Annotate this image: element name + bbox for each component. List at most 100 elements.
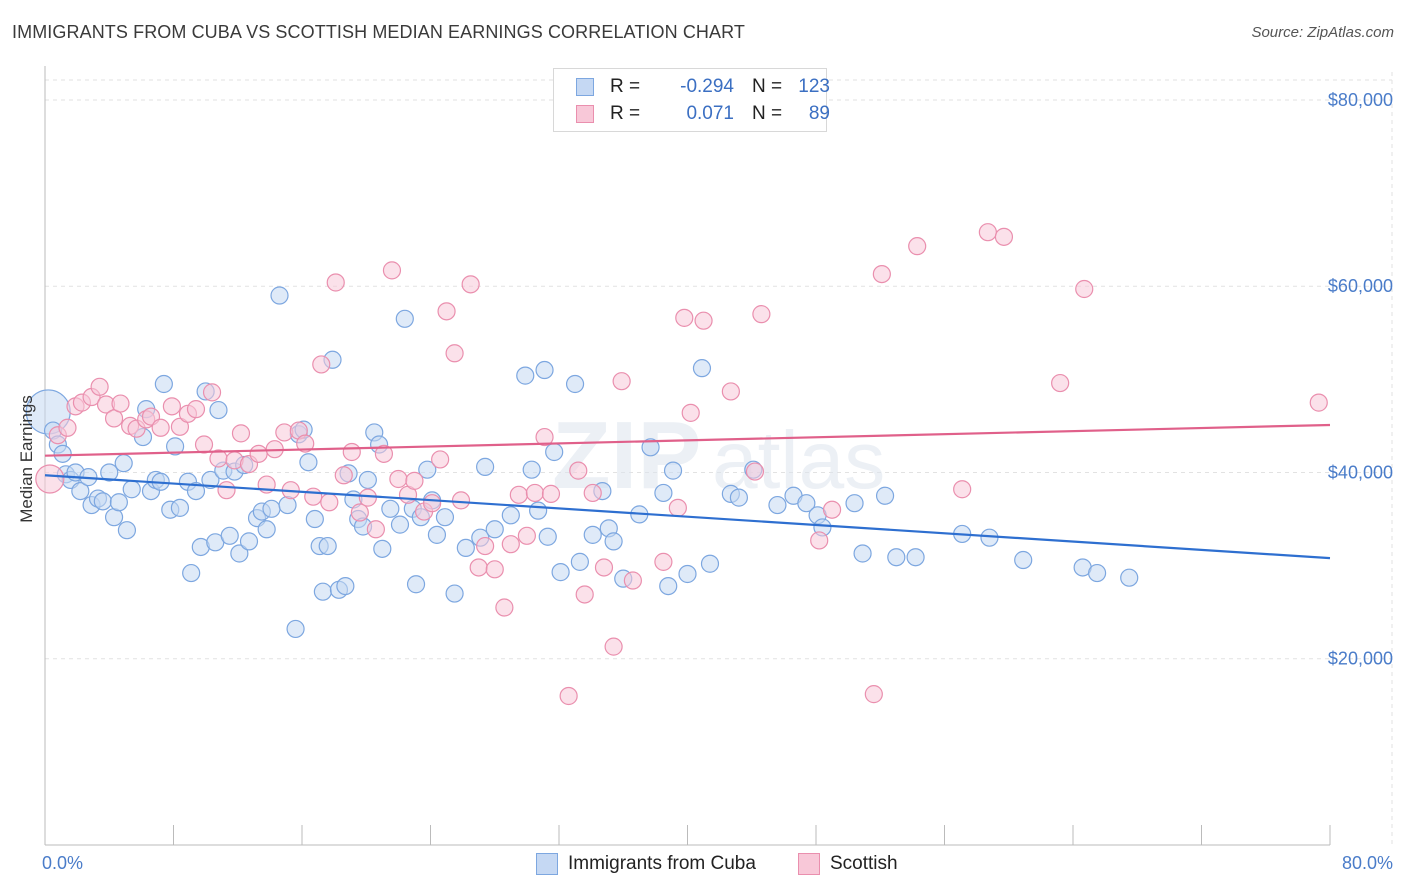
y-tick-label: $40,000 (1328, 462, 1393, 482)
data-point (53, 444, 72, 463)
data-point (822, 500, 842, 519)
data-point (326, 273, 345, 292)
data-point (90, 377, 109, 396)
data-point (305, 509, 324, 529)
source-credit: Source: ZipAtlas.com (1251, 24, 1394, 41)
data-point (194, 435, 214, 454)
y-tick-label: $60,000 (1328, 276, 1393, 296)
data-point (810, 531, 829, 550)
legend-swatch-cuba (576, 78, 594, 96)
data-point (186, 400, 206, 419)
data-point (583, 483, 602, 503)
data-point (217, 481, 236, 500)
legend-r-label: R = (610, 103, 641, 124)
data-point (594, 558, 614, 577)
data-point (109, 493, 128, 512)
data-point (358, 488, 377, 507)
data-point (541, 484, 561, 503)
data-point (151, 418, 170, 437)
data-point (111, 394, 130, 413)
data-point (654, 552, 673, 571)
data-point (373, 539, 392, 558)
data-point (797, 494, 816, 513)
data-point (427, 525, 447, 544)
data-point (117, 521, 137, 540)
data-point (752, 305, 771, 324)
data-point (978, 223, 997, 242)
data-point (166, 437, 185, 456)
correlation-legend: R = -0.294 N = 123 R = 0.071 N = 89 (553, 68, 830, 132)
data-point (623, 571, 642, 590)
data-point (681, 403, 700, 422)
data-point (545, 442, 564, 462)
data-point (908, 237, 927, 256)
data-point (201, 470, 220, 490)
data-point (509, 485, 528, 504)
bottom-legend-label-cuba: Immigrants from Cuba (568, 853, 756, 874)
data-point (186, 481, 206, 501)
data-point (170, 417, 190, 436)
data-point (451, 491, 471, 510)
data-point (535, 360, 554, 380)
legend-n-label: N = (752, 103, 783, 124)
data-point (342, 442, 361, 462)
data-point (278, 495, 297, 515)
legend-swatch-scottish (576, 105, 594, 123)
data-point (604, 637, 623, 656)
data-point (262, 499, 281, 518)
data-point (853, 544, 872, 563)
data-point (389, 469, 408, 489)
bottom-legend-label-scottish: Scottish (830, 853, 898, 874)
data-point (875, 486, 895, 505)
data-point (381, 499, 400, 518)
data-point (1051, 373, 1070, 393)
data-point (570, 552, 589, 571)
data-point (231, 424, 251, 443)
bottom-legend-swatch-scottish (798, 853, 820, 875)
data-point (418, 460, 437, 479)
data-point (501, 535, 520, 554)
legend-n-label: N = (752, 76, 783, 97)
data-point (864, 685, 883, 704)
data-point (93, 492, 112, 511)
data-point (336, 576, 355, 596)
data-point (182, 563, 201, 583)
data-point (845, 494, 864, 513)
data-point (270, 286, 289, 305)
data-points (25, 223, 1328, 706)
data-point (476, 457, 495, 476)
data-point (659, 576, 678, 596)
data-point (304, 487, 323, 506)
data-point (35, 464, 65, 494)
data-point (516, 366, 535, 385)
data-point (745, 462, 765, 481)
data-point (71, 481, 90, 501)
data-point (286, 619, 305, 639)
data-point (551, 563, 570, 582)
data-point (538, 527, 557, 546)
data-point (312, 355, 331, 374)
data-point (768, 495, 787, 515)
data-point (456, 538, 475, 558)
x-tick-label: 80.0% (1342, 853, 1393, 873)
data-point (100, 463, 119, 482)
data-point (583, 525, 602, 544)
data-point (485, 560, 504, 579)
data-point (405, 471, 424, 490)
data-point (334, 466, 353, 485)
data-point (529, 501, 548, 520)
data-point (612, 372, 631, 391)
legend-r-label: R = (610, 76, 641, 97)
data-point (358, 470, 377, 490)
chart-title: IMMIGRANTS FROM CUBA VS SCOTTISH MEDIAN … (12, 22, 745, 42)
data-point (220, 526, 239, 545)
data-point (694, 311, 713, 330)
data-point (249, 444, 268, 463)
data-point (1309, 393, 1328, 412)
data-point (994, 227, 1014, 246)
data-point (296, 434, 315, 453)
data-point (729, 488, 749, 507)
bottom-legend-swatch-cuba (536, 853, 558, 875)
data-point (1120, 568, 1139, 587)
